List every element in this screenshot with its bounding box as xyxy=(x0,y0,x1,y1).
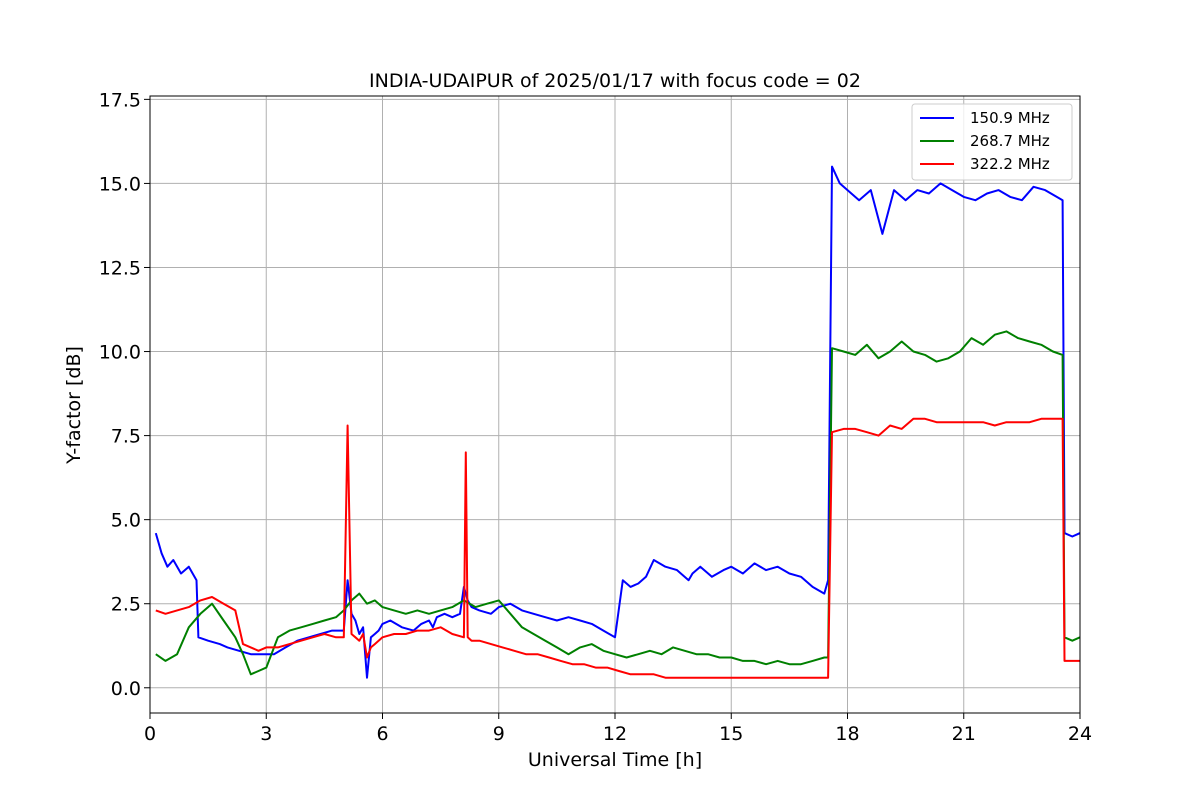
y-tick-label: 2.5 xyxy=(111,594,141,616)
series-line-3 xyxy=(155,417,1080,679)
x-tick-label: 6 xyxy=(376,723,388,745)
x-axis-label: Universal Time [h] xyxy=(528,749,702,771)
y-tick-label: 15.0 xyxy=(99,173,141,195)
ticks: 0 3 6 9 12 15 18 21 24 0.0 2.5 5.0 7.5 10.0 12.5 15.0 17… xyxy=(99,89,1092,745)
chart-title: INDIA-UDAIPUR of 2025/01/17 with focus c… xyxy=(369,70,861,92)
y-tick-label: 12.5 xyxy=(99,257,141,279)
x-tick-label: 12 xyxy=(603,723,627,745)
x-tick-label: 9 xyxy=(493,723,505,745)
legend: 150.9 MHz 268.7 MHz 322.2 MHz xyxy=(911,103,1073,181)
x-tick-label: 21 xyxy=(952,723,976,745)
y-tick-label: 0.0 xyxy=(111,678,141,700)
legend-label: 268.7 MHz xyxy=(970,132,1050,150)
x-tick-label: 18 xyxy=(835,723,859,745)
y-axis-label: Y-factor [dB] xyxy=(63,346,85,465)
series-layer xyxy=(154,165,1080,679)
x-tick-label: 0 xyxy=(144,723,156,745)
y-tick-label: 10.0 xyxy=(99,342,141,364)
plot-area xyxy=(154,165,1080,679)
y-tick-label: 7.5 xyxy=(111,426,141,448)
x-tick-label: 15 xyxy=(719,723,743,745)
series-line-2 xyxy=(155,330,1080,676)
x-tick-label: 3 xyxy=(260,723,272,745)
legend-label: 322.2 MHz xyxy=(970,155,1050,173)
x-tick-label: 24 xyxy=(1068,723,1092,745)
y-tick-label: 5.0 xyxy=(111,510,141,532)
series-line-1 xyxy=(154,165,1080,679)
y-tick-label: 17.5 xyxy=(99,89,141,111)
legend-box xyxy=(911,103,1073,181)
legend-label: 150.9 MHz xyxy=(970,109,1050,127)
